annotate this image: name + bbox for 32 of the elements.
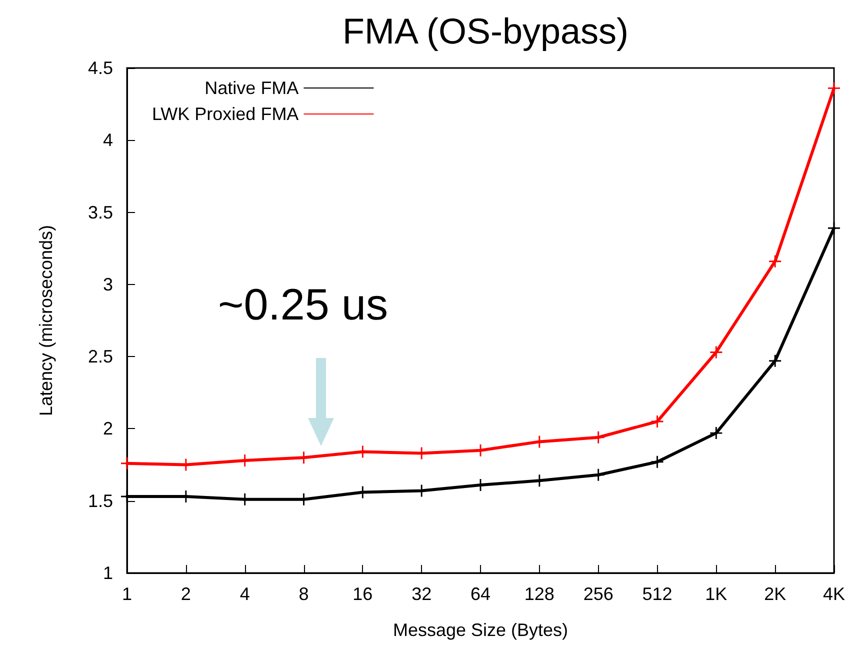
x-tick-label: 256 — [583, 584, 614, 604]
legend-label: LWK Proxied FMA — [152, 104, 299, 124]
x-tick-label: 1K — [705, 584, 728, 604]
y-tick-label: 2.5 — [88, 346, 113, 367]
point — [769, 354, 782, 367]
point — [710, 346, 722, 358]
x-tick-label: 4 — [240, 584, 250, 604]
y-tick-label: 3 — [102, 274, 113, 294]
y-tick-label: 1 — [102, 563, 113, 583]
x-tick-label: 32 — [412, 584, 432, 604]
x-tick-label: 8 — [298, 584, 309, 604]
point — [710, 427, 722, 440]
y-tick-label: 3.5 — [88, 202, 113, 222]
y-tick-label: 4.5 — [88, 58, 113, 78]
y-tick-label: 4 — [102, 130, 113, 150]
x-tick-label: 512 — [642, 584, 672, 604]
x-tick-label: 2K — [764, 584, 786, 604]
x-tick-label: 1 — [122, 584, 132, 604]
x-tick-label: 64 — [470, 584, 491, 604]
annotation: ~0.25 us — [218, 280, 388, 330]
y-tick-label: 2 — [102, 418, 113, 439]
x-tick-label: 16 — [352, 584, 373, 604]
y-tick-label: 1.5 — [88, 490, 113, 511]
x-tick-label: 128 — [524, 584, 554, 604]
y-axis-title: Latency (microseconds) — [36, 224, 56, 416]
point — [651, 456, 664, 468]
legend-label: Native FMA — [204, 78, 299, 98]
x-tick-label: 4K — [822, 584, 846, 604]
point — [769, 255, 782, 268]
x-axis-title: Message Size (Bytes) — [392, 620, 568, 640]
x-tick-label: 2 — [180, 584, 191, 604]
chart-title: FMA (OS-bypass) — [342, 10, 629, 52]
